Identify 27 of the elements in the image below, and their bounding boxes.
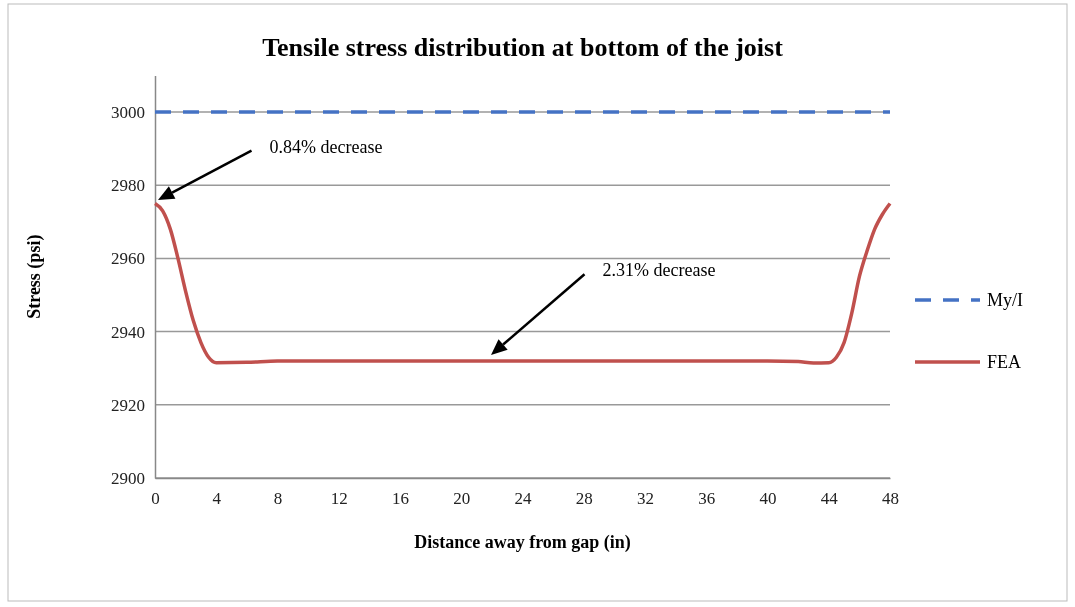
y-tick-label: 2920: [111, 395, 145, 415]
x-axis-title: Distance away from gap (in): [414, 532, 631, 553]
legend-label: FEA: [987, 352, 1022, 372]
line-series: [153, 201, 892, 365]
x-tick-label: 20: [453, 489, 471, 509]
annotation: 2.31% decrease: [602, 260, 716, 281]
annotation: 0.84% decrease: [269, 136, 383, 157]
y-tick-label: 2940: [111, 322, 145, 342]
y-axis-title: Stress (psi): [24, 234, 45, 319]
x-tick-label: 48: [882, 489, 899, 509]
x-tick-label: 16: [392, 489, 409, 509]
x-tick-label: 0: [151, 489, 160, 509]
y-tick-label: 3000: [111, 102, 145, 122]
x-tick-label: 12: [330, 489, 348, 509]
x-tick-label: 24: [514, 489, 532, 509]
y-tick-label: 2960: [111, 249, 145, 269]
x-tick-label: 28: [575, 489, 593, 509]
x-tick-label: 8: [273, 489, 283, 509]
x-tick-label: 44: [820, 489, 839, 509]
y-tick-label: 2980: [111, 176, 145, 196]
x-tick-label: 4: [212, 489, 222, 509]
x-tick-label: 32: [637, 489, 654, 509]
y-tick-label: 2900: [111, 468, 145, 488]
x-tick-label: 40: [759, 489, 777, 509]
x-tick-label: 36: [698, 489, 716, 509]
legend-label: My/I: [987, 290, 1024, 310]
chart-title: Tensile stress distribution at bottom of the joist: [262, 33, 784, 62]
